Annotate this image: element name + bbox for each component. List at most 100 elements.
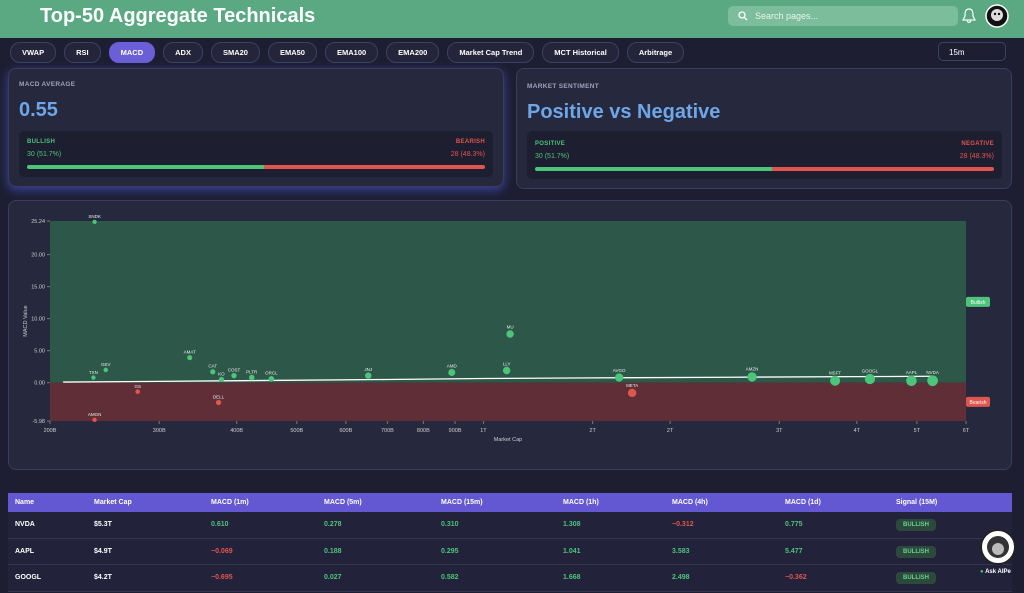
assistant-avatar [980,529,1016,565]
tab[interactable]: EMA200 [386,42,440,63]
table-cell: −0.362 [785,574,807,581]
x-tick-label: 500B [290,428,303,434]
x-tick-label: 300B [153,428,166,434]
tab[interactable]: EMA100 [324,42,379,63]
tab[interactable]: Arbitrage [626,42,685,63]
page-title: Top-50 Aggregate Technicals [40,5,316,27]
signal-pill: BULLISH [896,545,936,558]
data-point [135,389,141,394]
x-tick-label: 900B [449,428,462,434]
split-segment [27,165,264,169]
y-tick-label: 15.00 [31,285,45,291]
split-bar [27,165,485,169]
point-label: SNDK [88,214,101,219]
data-point [91,375,96,380]
data-point [927,375,938,387]
table-cell: 1.041 [563,547,581,555]
table-cell: 0.295 [441,547,459,555]
signal-cell: BULLISH [896,539,936,566]
search-box[interactable]: Search pages... [728,6,958,26]
x-tick-label: 600B [339,428,352,434]
avatar[interactable] [985,4,1009,28]
point-label: AMAT [184,350,196,355]
table-cell: AAPL [15,547,35,555]
y-tick-label: 5.00 [34,349,45,355]
point-label: LLY [503,361,511,366]
table-cell: $5.3T [94,521,112,528]
point-label: COST [228,367,241,372]
x-tick-label: 4T [854,428,861,434]
data-point [614,373,624,382]
table-cell: 0.775 [785,521,803,528]
table-cell: −0.312 [672,521,694,528]
table-cell: 1.308 [563,521,581,528]
assistant-widget[interactable]: ● Ask AIPe [978,528,1018,580]
x-tick-label: 5T [914,428,921,434]
negative-label: NEGATIVE [961,141,994,147]
table-cell: 0.027 [324,574,342,581]
data-point [215,399,222,406]
bell-icon[interactable] [962,8,976,24]
x-tick-label: 1T [480,428,487,434]
data-point [506,330,514,338]
point-label: AMD [447,363,458,368]
negative-count: 28 (48.3%) [959,153,994,160]
table-cell: 2.498 [672,574,690,581]
point-label: CAT [208,364,217,369]
bearish-zone [50,382,966,421]
tab[interactable]: MACD [108,42,156,63]
point-label: META [626,383,638,388]
bullish-label: BULLISH [27,139,56,145]
point-label: TXN [89,370,98,375]
tab[interactable]: VWAP [10,42,57,63]
point-label: NVDA [926,370,939,375]
x-tick-label: 6T [963,428,970,434]
interval-select[interactable]: 15m [938,42,1006,61]
data-point [231,372,237,379]
point-label: AVGO [613,368,626,373]
table-cell: NVDA [15,521,35,528]
point-label: GOOGL [862,368,879,373]
split-bar [535,167,994,171]
data-point [365,372,372,379]
data-table: Name Market Cap MACD (1m) MACD (5m) MACD (15… [8,493,1012,592]
data-point [502,366,511,375]
data-point [747,372,757,382]
tab[interactable]: EMA50 [267,42,317,63]
table-cell: $4.2T [94,574,112,581]
tab[interactable]: SMA20 [210,42,260,63]
positive-label: POSITIVE [535,141,566,147]
column-header: MACD (4h) [672,499,708,506]
signal-cell: BULLISH [896,512,936,539]
bullish-count: 30 (51.7%) [27,151,62,158]
table-row: GOOGL $4.2T −0.695 0.027 0.582 1.668 2.498 −0.3… [8,565,1012,592]
data-point [268,376,275,382]
table-cell: −0.695 [211,574,233,581]
table-cell: 3.583 [672,547,690,555]
tab[interactable]: ADX [163,42,203,63]
data-point [187,355,193,361]
macd-average: 0.55 [19,99,58,121]
tab[interactable]: Market Cap Trend [447,42,535,63]
column-header: MACD (1h) [563,499,599,506]
trend-line [63,375,933,383]
data-point [218,376,225,383]
column-header: MACD (15m) [441,499,483,506]
column-header: Signal (15M) [896,499,938,506]
tab[interactable]: MCT Historical [542,42,619,63]
x-tick-label: 3T [776,428,783,434]
point-label: AAPL [906,370,918,375]
split-segment [772,167,994,171]
assistant-text: Ask AIPe [985,569,1011,575]
point-label: KO [218,371,225,376]
tab-bar: VWAP RSI MACD ADX SMA20 EMA50 EMA100 EMA200 Mark… [10,42,685,63]
data-point [92,219,97,225]
chart: -5.98 0.00 5.00 10.00 15.00 20.00 25.24 200B 300… [23,214,990,443]
tab[interactable]: RSI [64,42,101,63]
x-tick-label: 2T [589,428,596,434]
table-cell: 0.188 [324,547,342,555]
table-cell: −0.069 [211,547,233,555]
zone-label: Bearish [970,400,987,406]
point-label: GEV [101,362,111,367]
y-tick-label: -5.98 [32,419,45,425]
